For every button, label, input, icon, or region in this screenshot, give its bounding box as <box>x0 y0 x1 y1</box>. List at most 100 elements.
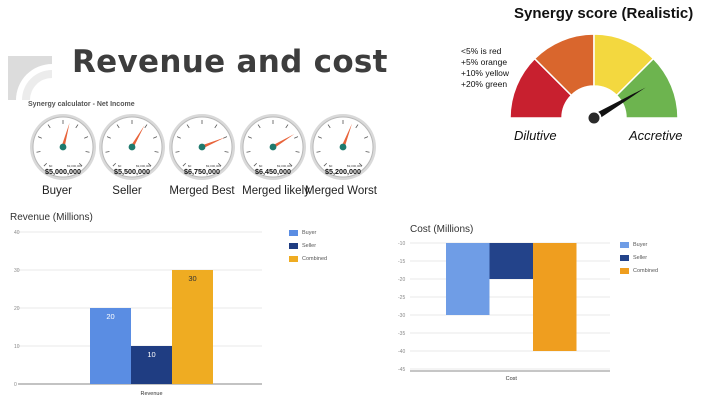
gauge-needle <box>341 123 352 148</box>
y-tick-label: 0 <box>14 382 17 388</box>
data-label: 10 <box>147 350 155 359</box>
gauge-tick <box>323 162 328 167</box>
y-tick-label: -10 <box>398 241 405 247</box>
legend-item: Buyer <box>289 230 316 236</box>
gauge-min-label: $0 <box>188 164 192 168</box>
cost-chart: -10 -15 -20 -25 -30 -35 -40 -45 Cost <box>398 241 610 382</box>
gauge-max-label: $9,000,000 <box>136 164 151 168</box>
synergy-score-title: Synergy score (Realistic) <box>514 5 694 22</box>
y-tick-label: 40 <box>14 230 20 236</box>
bar-seller <box>489 243 533 279</box>
legend-item: Seller <box>289 243 316 249</box>
gauge-value: $6,450,000 <box>255 167 291 176</box>
legend-swatch <box>289 230 298 236</box>
legend-label: Seller <box>302 243 317 249</box>
y-tick-label: -45 <box>398 367 405 373</box>
gauge-tick <box>37 136 42 139</box>
gauge-tick <box>116 124 120 129</box>
gauge-min-label: $0 <box>118 164 122 168</box>
dial-needle <box>592 87 646 122</box>
bar-buyer <box>90 308 131 384</box>
gauge-tick <box>257 124 261 129</box>
accretive-label: Accretive <box>629 128 683 143</box>
y-tick-label: -25 <box>398 295 405 301</box>
gauge-tick <box>365 151 370 153</box>
gauge-label: Seller <box>112 185 142 197</box>
gauge-tick <box>253 162 258 167</box>
bar-combined <box>533 243 577 351</box>
y-tick-label: -40 <box>398 349 405 355</box>
gauge-needle <box>201 137 226 149</box>
revenue-chart: 0 10 20 30 40 20 10 30 Revenue <box>14 230 262 397</box>
gauge-value: $5,500,000 <box>114 167 150 176</box>
gauge-tick <box>224 151 229 153</box>
gauge-needle <box>130 125 145 148</box>
bar-combined <box>172 270 213 384</box>
legend-label: Seller <box>633 255 648 261</box>
gauge-tick <box>247 136 252 139</box>
gauge-min-label: $0 <box>259 164 263 168</box>
gauge-min-label: $0 <box>329 164 333 168</box>
threshold-notes: <5% is red +5% orange +10% yellow +20% g… <box>461 46 509 90</box>
gauge-tick <box>294 136 299 139</box>
decorative-arc-icon <box>8 56 52 100</box>
legend-label: Combined <box>302 256 328 262</box>
legend-item: Buyer <box>620 242 647 248</box>
gauge-tick <box>153 136 158 139</box>
y-tick-label: -30 <box>398 313 405 319</box>
gauge-tick <box>186 124 190 129</box>
gauge-needle <box>272 133 295 149</box>
bar-seller <box>131 346 172 384</box>
legend-swatch <box>620 242 629 248</box>
gauge-hub <box>198 143 206 151</box>
synergy-dial <box>509 33 679 126</box>
legend-swatch <box>620 268 629 274</box>
gauge-tick <box>217 162 222 167</box>
net-income-gauge: $0 $9,000,000$5,200,000 <box>310 114 376 180</box>
legend-item: Combined <box>289 256 327 262</box>
bar-buyer <box>446 243 490 315</box>
gauge-tick <box>327 124 331 129</box>
legend-item: Combined <box>620 268 658 274</box>
gauge-tick <box>182 162 187 167</box>
net-income-gauge: $0 $9,000,000$5,000,000 <box>30 114 96 180</box>
gauge-label: Merged likely <box>242 185 310 197</box>
gauge-hub <box>269 143 277 151</box>
gauge-tick <box>364 136 369 139</box>
dial-segment-green <box>615 57 679 119</box>
legend-label: Buyer <box>302 230 317 236</box>
dial-hub <box>586 110 602 126</box>
gauge-max-label: $9,000,000 <box>277 164 292 168</box>
gauge-tick <box>75 124 79 129</box>
gauge-tick <box>295 151 300 153</box>
cost-chart-title: Cost (Millions) <box>410 224 474 235</box>
y-tick-label: -20 <box>398 277 405 283</box>
legend-swatch <box>289 256 298 262</box>
gauge-tick <box>246 151 251 153</box>
y-tick-label: -35 <box>398 331 405 337</box>
gauge-tick <box>78 162 83 167</box>
threshold-note: +10% yellow <box>461 68 509 78</box>
gauge-value: $6,750,000 <box>184 167 220 176</box>
gauge-tick <box>106 136 111 139</box>
gauge-tick <box>175 151 180 153</box>
threshold-note: +5% orange <box>461 57 508 67</box>
gauge-tick <box>112 162 117 167</box>
gauge-max-label: $9,000,000 <box>67 164 82 168</box>
gauge-hub <box>128 143 136 151</box>
gauge-tick <box>147 162 152 167</box>
dilutive-label: Dilutive <box>514 128 557 143</box>
threshold-note: +20% green <box>461 79 508 89</box>
data-label: 20 <box>106 312 114 321</box>
gauge-tick <box>358 162 363 167</box>
gauge-value: $5,200,000 <box>325 167 361 176</box>
gauge-tick <box>144 124 148 129</box>
gauge-tick <box>317 136 322 139</box>
gauge-tick <box>85 151 90 153</box>
gauge-tick <box>47 124 51 129</box>
net-income-gauge: $0 $9,000,000$6,450,000 <box>240 114 306 180</box>
gauge-label: Buyer <box>41 185 73 197</box>
gauge-value: $5,000,000 <box>45 167 81 176</box>
gauge-tick <box>36 151 41 153</box>
